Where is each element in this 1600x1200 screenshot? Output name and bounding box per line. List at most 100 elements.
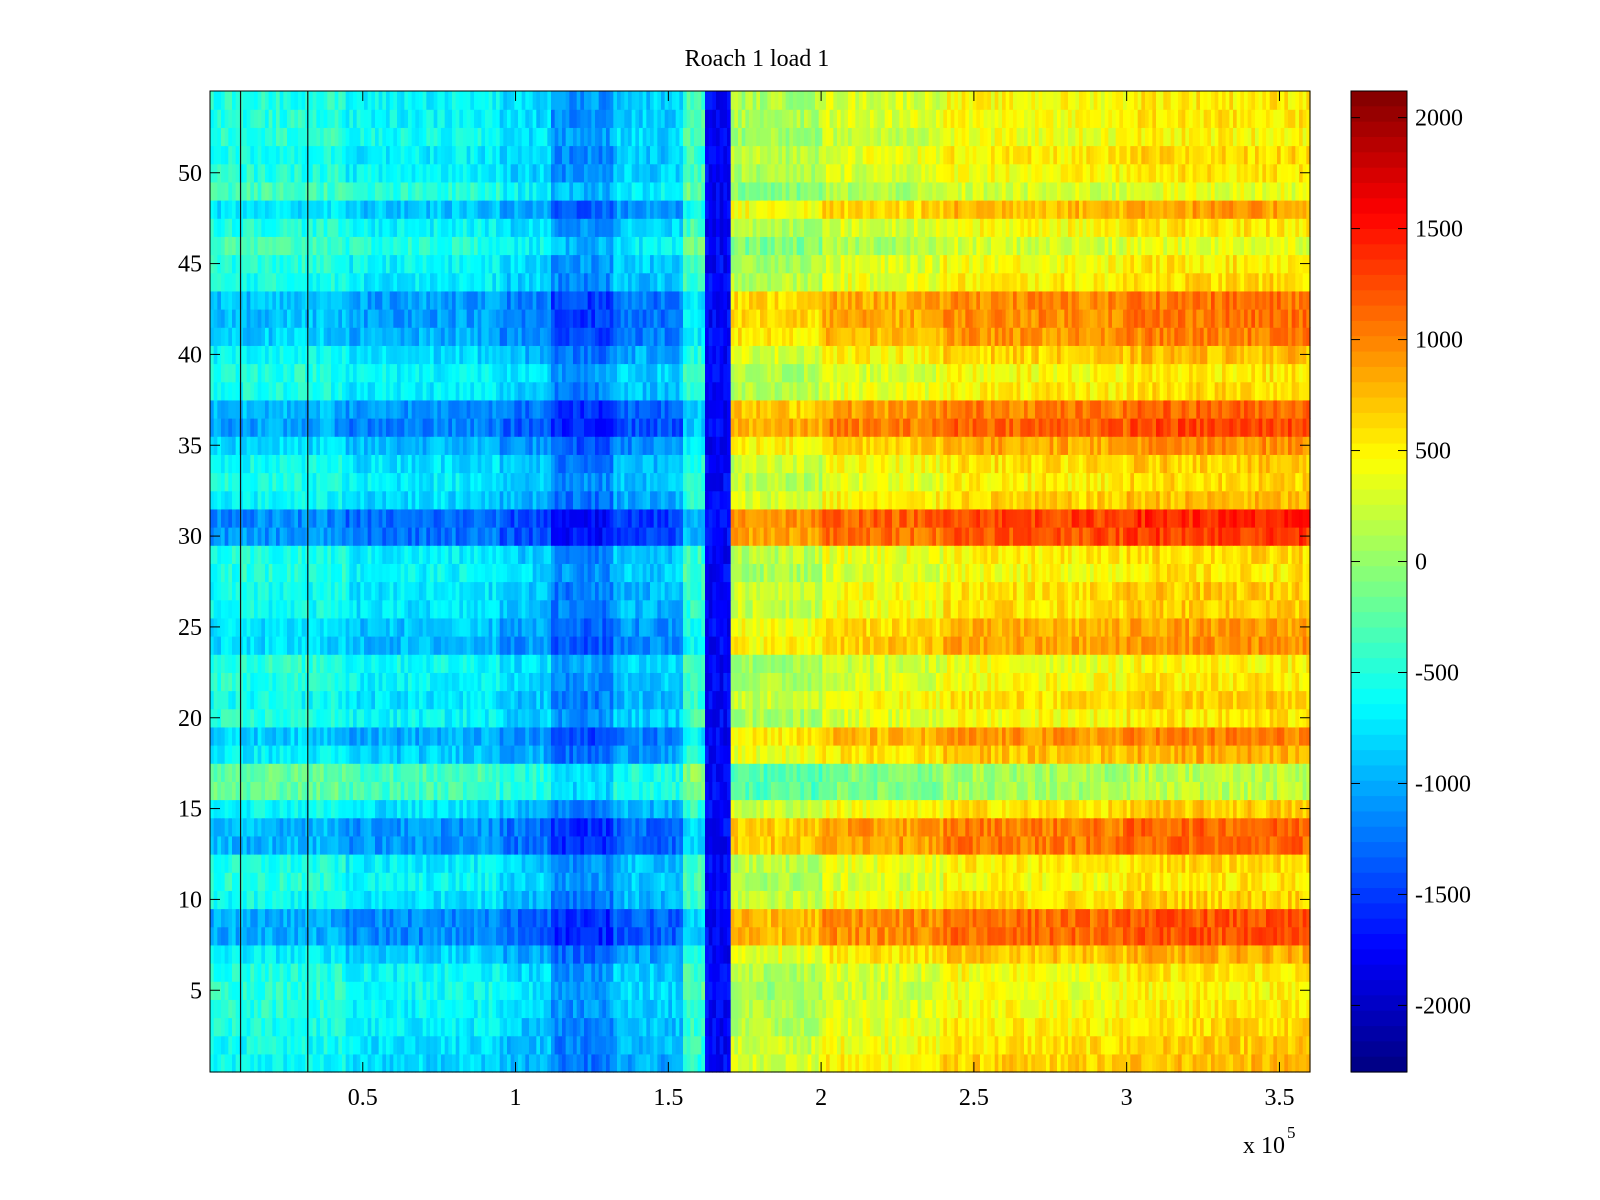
heatmap-cell [683,999,688,1019]
heatmap-cell [389,1017,394,1037]
heatmap-cell [903,763,908,782]
heatmap-cell [503,926,508,946]
heatmap-cell [595,890,600,910]
heatmap-cell [367,763,372,782]
heatmap-cell [250,963,255,982]
heatmap-cell [910,890,915,910]
heatmap-cell [1013,1017,1018,1037]
heatmap-cell [716,926,721,946]
heatmap-cell [246,890,251,910]
heatmap-cell [730,781,735,801]
heatmap-cell [254,1035,259,1055]
heatmap-cell [1097,908,1102,928]
heatmap-cell [646,817,651,837]
heatmap-cell [595,854,600,873]
heatmap-cell [870,926,875,946]
heatmap-cell [1196,1017,1201,1037]
heatmap-cell [309,1017,314,1037]
heatmap-cell [1013,908,1018,928]
heatmap-cell [532,981,537,1000]
heatmap-cell [507,872,512,891]
heatmap-cell [521,999,526,1019]
heatmap-cell [686,963,691,982]
heatmap-cell [774,981,779,1000]
heatmap-cell [1064,1053,1069,1073]
heatmap-cell [301,1017,306,1037]
heatmap-cell [771,944,776,964]
heatmap-cell [239,890,244,910]
heatmap-cell [448,963,453,982]
heatmap-cell [1093,854,1098,873]
heatmap-cell [888,926,893,946]
heatmap-cell [1233,817,1238,837]
heatmap-cell [745,763,750,782]
heatmap-cell [433,854,438,873]
heatmap-cell [389,854,394,873]
heatmap-cell [1024,799,1029,819]
heatmap-cell [1207,963,1212,982]
heatmap-cell [1229,999,1234,1019]
heatmap-cell [1112,799,1117,819]
heatmap-cell [965,999,970,1019]
heatmap-cell [840,1035,845,1055]
heatmap-cell [991,781,996,801]
heatmap-cell [257,872,262,891]
heatmap-cell [1203,781,1208,801]
heatmap-cell [712,817,717,837]
heatmap-cell [265,1053,270,1073]
heatmap-cell [342,781,347,801]
heatmap-cell [551,981,556,1000]
heatmap-cell [353,963,358,982]
heatmap-cell [279,763,284,782]
heatmap-cell [932,817,937,837]
heatmap-cell [404,981,409,1000]
heatmap-cell [749,981,754,1000]
heatmap-cell [327,799,332,819]
heatmap-cell [1156,908,1161,928]
heatmap-cell [1185,1035,1190,1055]
heatmap-cell [1277,1017,1282,1037]
heatmap-cell [287,799,292,819]
heatmap-cell [1280,944,1285,964]
heatmap-cell [785,944,790,964]
heatmap-cell [536,835,541,855]
heatmap-cell [752,890,757,910]
heatmap-cell [257,799,262,819]
heatmap-cell [327,944,332,964]
heatmap-cell [1233,854,1238,873]
heatmap-cell [811,1053,816,1073]
heatmap-cell [1141,1017,1146,1037]
heatmap-cell [697,1017,702,1037]
heatmap-cell [851,835,856,855]
heatmap-cell [257,926,262,946]
heatmap-cell [1295,872,1300,891]
heatmap-cell [1214,817,1219,837]
heatmap-cell [859,835,864,855]
heatmap-cell [848,999,853,1019]
heatmap-cell [474,981,479,1000]
heatmap-cell [587,908,592,928]
heatmap-cell [1057,981,1062,1000]
heatmap-cell [782,890,787,910]
heatmap-cell [1064,799,1069,819]
heatmap-cell [1159,799,1164,819]
heatmap-cell [279,817,284,837]
heatmap-cell [1225,1053,1230,1073]
heatmap-cell [609,944,614,964]
heatmap-cell [470,872,475,891]
heatmap-cell [767,890,772,910]
heatmap-cell [881,872,886,891]
heatmap-cell [316,872,321,891]
heatmap-cell [910,854,915,873]
heatmap-cell [345,999,350,1019]
heatmap-cell [320,1035,325,1055]
heatmap-cell [1082,963,1087,982]
heatmap-cell [796,999,801,1019]
heatmap-cell [1229,872,1234,891]
heatmap-cell [969,817,974,837]
heatmap-cell [1258,817,1263,837]
heatmap-cell [334,944,339,964]
heatmap-cell [1196,1053,1201,1073]
heatmap-cell [312,781,317,801]
heatmap-cell [1027,890,1032,910]
